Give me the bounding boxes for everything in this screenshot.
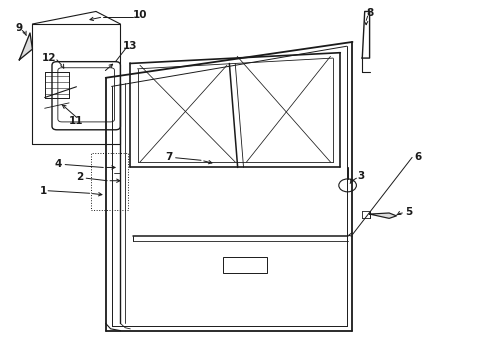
Text: 11: 11 — [69, 116, 84, 126]
Polygon shape — [369, 213, 396, 219]
Text: 12: 12 — [42, 53, 57, 63]
Text: 5: 5 — [405, 207, 412, 217]
Bar — [223, 257, 267, 273]
Text: 7: 7 — [166, 152, 173, 162]
Text: 6: 6 — [415, 152, 422, 162]
Polygon shape — [19, 33, 32, 60]
Text: 1: 1 — [40, 186, 48, 196]
Text: 3: 3 — [358, 171, 365, 181]
Text: 8: 8 — [366, 8, 373, 18]
Text: 10: 10 — [133, 10, 147, 20]
Text: 9: 9 — [16, 23, 23, 33]
Text: 2: 2 — [76, 172, 83, 183]
Text: 4: 4 — [55, 159, 62, 169]
Text: 13: 13 — [123, 41, 137, 50]
